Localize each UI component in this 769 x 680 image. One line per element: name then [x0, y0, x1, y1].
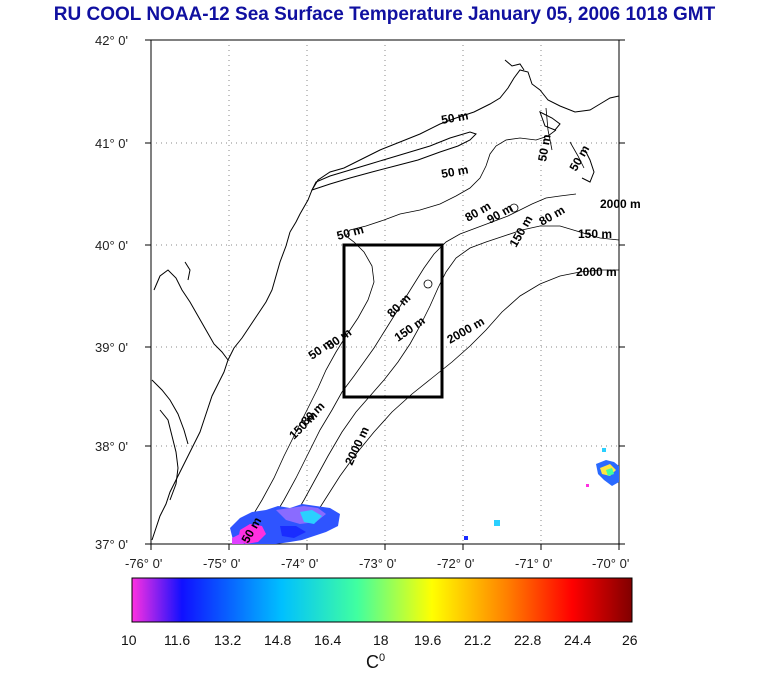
map-title: RU COOL NOAA-12 Sea Surface Temperature … [53, 4, 716, 25]
graticule [151, 40, 619, 544]
lat-label: 38° 0' [95, 439, 128, 454]
colorbar-tick-label: 26 [622, 632, 638, 648]
lon-label: -75° 0' [203, 556, 240, 571]
colorbar-tick-label: 24.4 [564, 632, 592, 648]
lon-label: -72° 0' [437, 556, 474, 571]
lat-label: 39° 0' [95, 340, 128, 355]
lat-label: 41° 0' [95, 136, 128, 151]
contour-label: 2000 m [576, 265, 617, 279]
lat-label: 37° 0' [95, 537, 128, 552]
colorbar-unit-text: C [366, 652, 379, 672]
lon-label: -74° 0' [281, 556, 318, 571]
bathymetry-contours [241, 107, 619, 541]
lon-label: -70° 0' [592, 556, 629, 571]
colorbar-tick-label: 16.4 [314, 632, 342, 648]
colorbar-tick-label: 10 [121, 632, 137, 648]
colorbar-tick-label: 21.2 [464, 632, 492, 648]
colorbar-tick-label: 14.8 [264, 632, 292, 648]
lon-label: -76° 0' [125, 556, 162, 571]
longitude-labels: -76° 0' -75° 0' -74° 0' -73° 0' -72° 0' … [125, 556, 629, 571]
colorbar-unit-sup: 0 [379, 652, 386, 664]
colorbar-tick-label: 18 [373, 632, 389, 648]
lat-label: 40° 0' [95, 238, 128, 253]
sst-data [230, 448, 619, 544]
lon-label: -71° 0' [515, 556, 552, 571]
coastline [151, 59, 619, 541]
lat-label: 42° 0' [95, 33, 128, 48]
latitude-labels: 42° 0' 41° 0' 40° 0' 39° 0' 38° 0' 37° 0… [95, 33, 128, 552]
colorbar [131, 577, 633, 623]
colorbar-tick-label: 13.2 [214, 632, 242, 648]
contour-label: 2000 m [600, 197, 641, 211]
lon-label: -73° 0' [359, 556, 396, 571]
colorbar-tick-label: 11.6 [164, 632, 191, 648]
contour-label: 50 m [535, 133, 554, 162]
colorbar-tick-label: 22.8 [514, 632, 542, 648]
contour-label: 50 m [440, 108, 469, 127]
study-area-box [342, 243, 444, 399]
colorbar-unit: C0 [366, 652, 385, 673]
contour-label: 50 m [440, 162, 469, 181]
tick-marks [145, 39, 625, 550]
contour-label: 150 m [578, 227, 612, 241]
contour-label: 50 m [335, 222, 365, 243]
colorbar-tick-label: 19.6 [414, 632, 442, 648]
